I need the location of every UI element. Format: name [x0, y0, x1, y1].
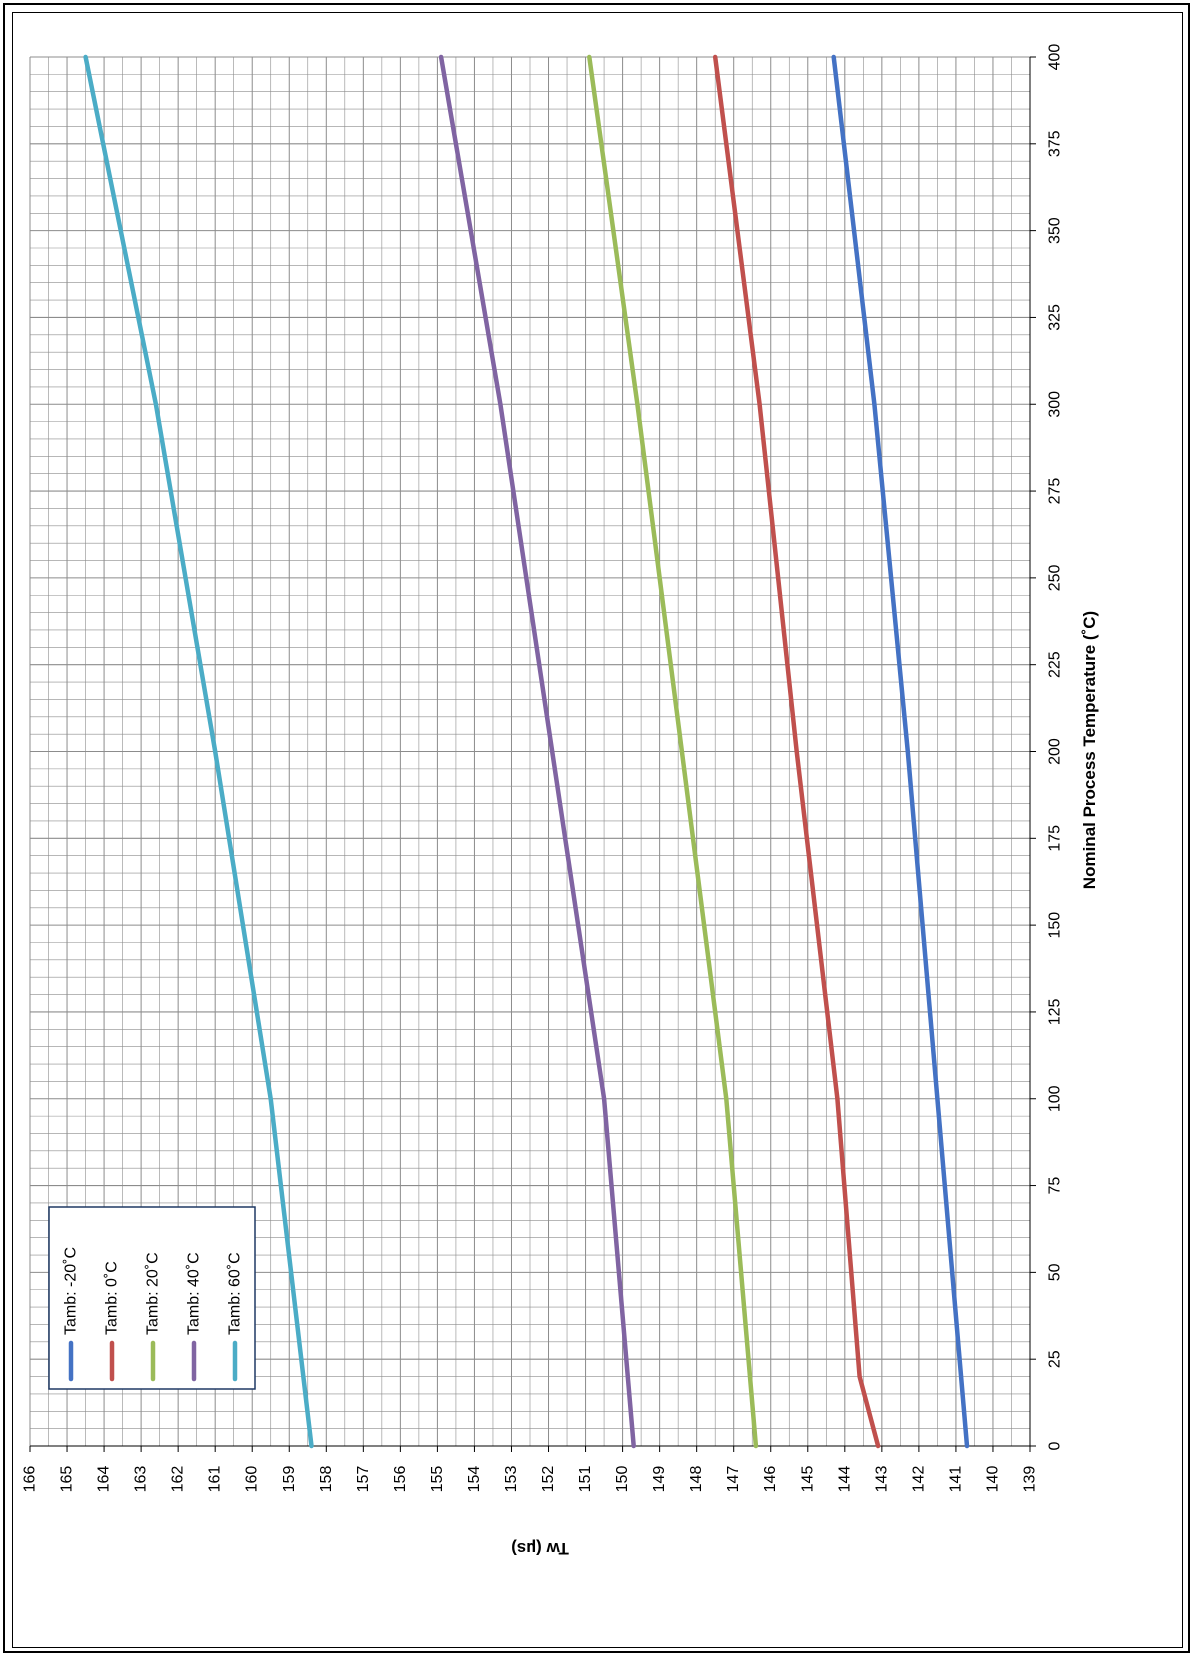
y-tick-label: 160 — [244, 1466, 261, 1493]
x-axis-label: Nominal Process Temperature (˚C) — [1080, 611, 1099, 889]
y-tick-label: 147 — [725, 1466, 742, 1493]
y-tick-label: 142 — [910, 1466, 927, 1493]
legend-label: Tamb: 60˚C — [227, 1252, 244, 1335]
x-tick-label: 100 — [1047, 1085, 1064, 1112]
y-tick-label: 143 — [873, 1466, 890, 1493]
x-tick-label: 25 — [1047, 1350, 1064, 1368]
y-tick-label: 140 — [984, 1466, 1001, 1493]
x-tick-label: 325 — [1047, 304, 1064, 331]
x-tick-label: 75 — [1047, 1177, 1064, 1195]
legend-label: Tamb: 20˚C — [145, 1252, 162, 1335]
series-line-4 — [83, 54, 314, 1449]
chart-frame — [12, 12, 1183, 1648]
y-tick-label: 157 — [355, 1466, 372, 1493]
series-lines — [83, 54, 970, 1449]
x-tick-label: 300 — [1047, 391, 1064, 418]
x-tick-label: 250 — [1047, 564, 1064, 591]
x-tick-label: 0 — [1047, 1441, 1064, 1450]
legend-label: Tamb: -20˚C — [63, 1247, 80, 1335]
y-axis-label: Tw (µs) — [511, 1539, 569, 1558]
y-tick-label: 139 — [1022, 1466, 1039, 1493]
legend-label: Tamb: 40˚C — [186, 1252, 203, 1335]
tick-labels: 0 25 50 75 100 125 150 175 200 225 250 275 300 325 350… — [22, 44, 1064, 1493]
series-line-0 — [831, 54, 970, 1449]
x-tick-label: 200 — [1047, 738, 1064, 765]
x-tick-label: 400 — [1047, 44, 1064, 71]
y-tick-label: 148 — [688, 1466, 705, 1493]
series-line-3 — [438, 54, 636, 1449]
grid — [29, 56, 1036, 1452]
y-tick-label: 164 — [96, 1466, 113, 1493]
y-tick-label: 161 — [207, 1466, 224, 1493]
x-tick-label: 375 — [1047, 130, 1064, 157]
y-tick-label: 158 — [318, 1466, 335, 1493]
y-tick-label: 152 — [540, 1466, 557, 1493]
y-tick-label: 145 — [799, 1466, 816, 1493]
y-tick-label: 156 — [392, 1466, 409, 1493]
y-tick-label: 144 — [836, 1466, 853, 1493]
legend-label: Tamb: 0˚C — [104, 1261, 121, 1335]
y-tick-label: 162 — [170, 1466, 187, 1493]
y-tick-label: 146 — [762, 1466, 779, 1493]
series-line-1 — [712, 54, 881, 1449]
y-tick-label: 165 — [59, 1466, 76, 1493]
legend: Tamb: -20˚C Tamb: 0˚C Tamb: 20˚C Tamb: 40˚C… — [48, 1206, 256, 1390]
page-frame — [3, 3, 1190, 1653]
y-tick-label: 163 — [133, 1466, 150, 1493]
y-tick-label: 153 — [503, 1466, 520, 1493]
y-tick-label: 154 — [466, 1466, 483, 1493]
y-tick-label: 141 — [947, 1466, 964, 1493]
series-line-2 — [587, 54, 759, 1449]
y-tick-label: 166 — [22, 1466, 39, 1493]
x-tick-label: 275 — [1047, 478, 1064, 505]
y-tick-label: 159 — [281, 1466, 298, 1493]
y-tick-label: 150 — [614, 1466, 631, 1493]
x-tick-label: 350 — [1047, 217, 1064, 244]
y-tick-label: 151 — [577, 1466, 594, 1493]
x-tick-label: 150 — [1047, 912, 1064, 939]
x-tick-label: 175 — [1047, 825, 1064, 852]
x-tick-label: 50 — [1047, 1263, 1064, 1281]
x-tick-label: 225 — [1047, 651, 1064, 678]
y-tick-label: 155 — [429, 1466, 446, 1493]
x-tick-label: 125 — [1047, 998, 1064, 1025]
y-tick-label: 149 — [651, 1466, 668, 1493]
